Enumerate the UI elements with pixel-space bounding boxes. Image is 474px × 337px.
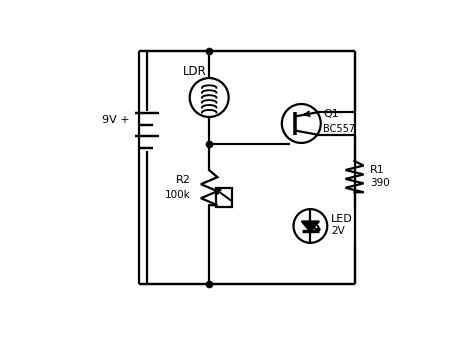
- Text: R2: R2: [176, 175, 191, 185]
- Text: R1: R1: [370, 165, 385, 175]
- Text: LED: LED: [331, 214, 353, 224]
- Polygon shape: [302, 221, 319, 232]
- Text: 390: 390: [370, 178, 390, 188]
- Text: Q1: Q1: [323, 110, 339, 119]
- Text: 2V: 2V: [331, 226, 345, 236]
- Text: 9V +: 9V +: [102, 115, 130, 125]
- Text: BC557: BC557: [323, 124, 356, 134]
- Text: LDR: LDR: [183, 65, 207, 78]
- Bar: [216, 188, 232, 207]
- Text: 100k: 100k: [165, 190, 191, 201]
